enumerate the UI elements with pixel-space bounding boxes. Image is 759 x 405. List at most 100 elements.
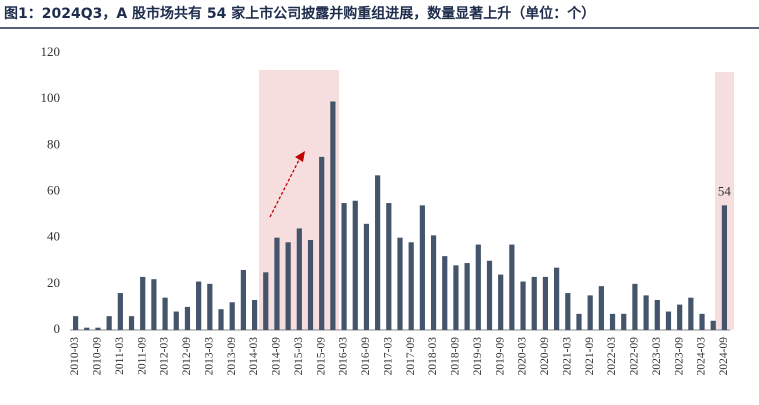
- x-tick-label: 2024-03: [696, 337, 708, 376]
- x-tick-label: 2010-09: [92, 337, 104, 376]
- bar: [251, 299, 258, 330]
- bar: [621, 313, 627, 330]
- bar: [319, 156, 325, 330]
- bar: [330, 101, 336, 330]
- bar: [162, 297, 168, 330]
- bar: [352, 200, 358, 330]
- bar: [654, 299, 660, 330]
- bar: [84, 327, 90, 330]
- bar: [598, 286, 604, 330]
- bar: [576, 313, 582, 330]
- bar: [397, 237, 403, 330]
- x-tick-label: 2013-03: [203, 337, 215, 376]
- bar: [565, 293, 571, 330]
- bar: [464, 263, 470, 330]
- bar: [95, 327, 101, 330]
- x-tick-label: 2019-09: [494, 337, 506, 376]
- y-tick-label: 80: [47, 136, 60, 151]
- x-tick-label: 2021-03: [561, 337, 573, 376]
- x-tick-label: 2014-09: [271, 337, 283, 376]
- x-tick-label: 2023-09: [673, 337, 685, 376]
- x-tick-label: 2024-09: [718, 337, 730, 376]
- bar: [263, 272, 269, 330]
- bar: [442, 256, 448, 330]
- bar: [341, 203, 347, 330]
- x-tick-label: 2015-09: [315, 337, 327, 376]
- bar: [363, 223, 370, 330]
- bar: [140, 276, 146, 330]
- bar: [475, 244, 481, 330]
- bar: [285, 242, 291, 330]
- x-tick-label: 2017-09: [405, 337, 417, 376]
- x-tick-label: 2018-03: [427, 337, 439, 376]
- y-tick-label: 120: [41, 44, 61, 59]
- x-tick-label: 2010-03: [69, 337, 81, 376]
- x-tick-label: 2017-03: [382, 337, 394, 376]
- bar: [587, 295, 593, 330]
- x-tick-label: 2012-09: [181, 337, 193, 376]
- bar: [151, 279, 157, 330]
- bar: [665, 311, 672, 330]
- bar: [699, 313, 705, 330]
- bar: [274, 237, 280, 330]
- x-tick-label: 2021-09: [584, 337, 596, 376]
- y-tick-label: 40: [47, 229, 60, 244]
- bar: [72, 316, 79, 330]
- bar: [486, 260, 493, 330]
- highlight-band: [715, 72, 734, 330]
- bar: [307, 239, 314, 330]
- x-tick-label: 2012-03: [159, 337, 171, 376]
- bar: [419, 205, 425, 330]
- x-tick-label: 2020-03: [517, 337, 529, 376]
- bar: [554, 267, 560, 330]
- bar: [453, 265, 459, 330]
- x-tick-label: 2011-09: [136, 337, 148, 375]
- bar: [196, 281, 202, 330]
- bar: [128, 316, 135, 330]
- bar: [677, 304, 683, 330]
- bar: [207, 283, 213, 330]
- y-tick-label: 20: [47, 275, 60, 290]
- x-tick-label: 2019-03: [472, 337, 484, 376]
- y-tick-label: 60: [47, 182, 60, 197]
- bar: [609, 313, 616, 330]
- bar: [240, 269, 246, 330]
- bar: [520, 281, 526, 330]
- bar: [184, 306, 191, 330]
- bar: [721, 205, 728, 330]
- chart-title: 图1：2024Q3，A 股市场共有 54 家上市公司披露并购重组进展，数量显著上…: [4, 5, 595, 22]
- x-tick-label: 2015-03: [293, 337, 305, 376]
- x-tick-label: 2016-03: [338, 337, 350, 376]
- bar: [408, 242, 414, 330]
- bar: [106, 316, 112, 330]
- x-tick-label: 2023-03: [651, 337, 663, 376]
- bar: [229, 302, 235, 330]
- bar: [218, 309, 224, 330]
- bar: [632, 283, 638, 330]
- x-tick-label: 2022-03: [606, 337, 618, 376]
- bar: [386, 203, 392, 330]
- bar: [498, 274, 504, 330]
- bar: [643, 295, 649, 330]
- bar: [173, 311, 179, 330]
- x-tick-label: 2020-09: [539, 337, 551, 376]
- x-tick-label: 2022-09: [629, 337, 641, 376]
- bar: [531, 276, 537, 330]
- bar: [542, 276, 549, 330]
- x-tick-label: 2018-09: [450, 337, 462, 376]
- bar: [710, 320, 716, 330]
- x-tick-label: 2013-09: [226, 337, 238, 376]
- bar: [117, 293, 123, 330]
- x-tick-label: 2014-03: [248, 337, 260, 376]
- x-tick-label: 2011-03: [114, 337, 126, 375]
- x-tick-label: 2016-09: [360, 337, 372, 376]
- arrow-head: [295, 151, 305, 162]
- bar: [509, 244, 515, 330]
- bar: [430, 235, 437, 330]
- bar: [296, 228, 302, 330]
- bar: [688, 297, 694, 330]
- y-tick-label: 0: [54, 321, 61, 336]
- bar: [375, 175, 381, 330]
- y-tick-label: 100: [41, 90, 61, 105]
